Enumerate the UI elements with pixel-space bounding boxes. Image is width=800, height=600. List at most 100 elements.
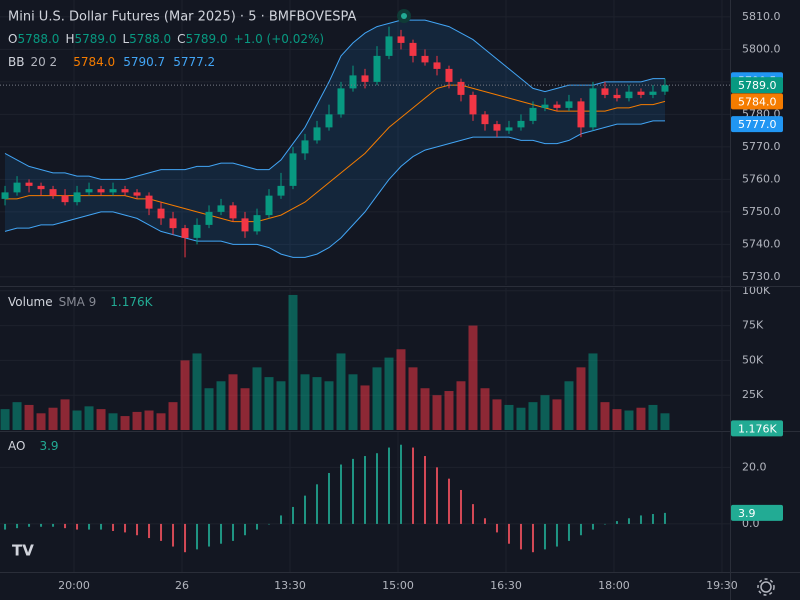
ao-bar <box>40 523 43 527</box>
ao-bar <box>579 523 582 536</box>
ao-bar <box>399 444 402 524</box>
ao-bar <box>220 523 223 544</box>
candle-body <box>385 36 393 56</box>
volume-bar <box>252 367 262 430</box>
ao-bar <box>292 506 295 524</box>
candle-body <box>325 114 333 128</box>
volume-bar <box>600 402 610 430</box>
value-tag-label: 1.176K <box>738 422 777 435</box>
candle-body <box>73 192 81 203</box>
candle-body <box>373 55 381 82</box>
ao-bar <box>543 523 546 550</box>
x-tick-label: 18:00 <box>598 579 630 592</box>
ao-bar <box>28 523 31 527</box>
volume-bar <box>312 377 322 430</box>
candle-body <box>589 88 597 128</box>
ao-bar <box>304 495 307 524</box>
volume-bar <box>300 374 310 430</box>
candle-body <box>601 88 609 95</box>
ao-bar <box>172 523 175 547</box>
ao-bar <box>519 523 522 550</box>
x-tick-label: 19:30 <box>706 579 738 592</box>
ao-bar <box>639 515 642 524</box>
candle-body <box>49 189 57 196</box>
ao-bar <box>375 453 378 524</box>
settings-gear[interactable] <box>757 578 775 596</box>
volume-bar <box>0 409 10 430</box>
ao-bar <box>531 523 534 553</box>
price-tag-label: 5784.0 <box>738 95 777 108</box>
ao-bar <box>423 456 426 524</box>
bb-upper <box>4 19 665 180</box>
candle-body <box>133 192 141 196</box>
candle-body <box>265 195 273 216</box>
value-tag <box>731 420 783 437</box>
value-tag-label: 3.9 <box>738 507 756 520</box>
volume-bar <box>456 381 466 430</box>
volume-bar <box>348 374 358 430</box>
candle-body <box>121 189 129 193</box>
volume-bar <box>624 410 634 430</box>
candle-body <box>289 153 297 186</box>
ao-bar <box>352 458 355 524</box>
candle-body <box>13 182 21 193</box>
ao-bar <box>316 484 319 524</box>
candle-body <box>457 81 465 95</box>
volume-bar <box>60 399 70 430</box>
volume-bar <box>156 413 166 430</box>
ao-bar <box>483 518 486 524</box>
volume-bar <box>36 413 46 430</box>
candle-body <box>313 127 321 141</box>
volume-bar <box>516 407 526 430</box>
ao-bar <box>591 523 594 530</box>
y-tick-label: 50K <box>742 353 764 366</box>
volume-bar <box>360 385 370 430</box>
ao-bar <box>64 523 67 529</box>
price-tag-label: 5777.0 <box>738 118 777 131</box>
ao-bar <box>184 523 187 553</box>
ao-bar <box>268 523 271 525</box>
chart-title: Mini U.S. Dollar Futures (Mar 2025) · 5 … <box>8 10 357 25</box>
volume-bar <box>168 402 178 430</box>
grid: 5730.05740.05750.05760.05770.05780.05790… <box>0 0 781 592</box>
ao-bar <box>76 523 79 530</box>
price-tag <box>731 116 783 133</box>
ao-bar <box>124 523 127 533</box>
ao-bar <box>447 478 450 524</box>
volume-bar <box>48 407 58 430</box>
candle-body <box>205 211 213 225</box>
ao-legend: AO 3.9 <box>8 439 59 453</box>
ao-bar <box>603 523 606 525</box>
market-status-dot <box>401 13 407 19</box>
ao-bar <box>4 523 7 530</box>
price-tag <box>731 93 783 110</box>
candle-body <box>241 218 249 232</box>
y-tick-label: 5750.0 <box>742 205 781 218</box>
ao-bar <box>651 514 654 524</box>
ao-bar <box>555 523 558 547</box>
volume-bar <box>336 353 346 430</box>
volume-bar <box>480 388 490 430</box>
volume-bar <box>96 409 106 430</box>
candle-body <box>397 36 405 43</box>
candle-body <box>637 91 645 95</box>
y-tick-label: 20.0 <box>742 460 767 473</box>
y-tick-label: 5740.0 <box>742 237 781 250</box>
bb-basis <box>5 84 666 223</box>
volume-bar <box>408 367 418 430</box>
volume-bar <box>204 388 214 430</box>
y-tick-label: 75K <box>742 319 764 332</box>
candle-body <box>445 68 453 82</box>
volume-bar <box>228 374 238 430</box>
x-tick-label: 13:30 <box>274 579 306 592</box>
ao-bar <box>328 473 331 524</box>
volume-bar <box>636 407 646 430</box>
ohlc-legend: O5788.0 H5789.0 L5788.0 C5789.0 +1.0 (+0.02%… <box>8 32 324 46</box>
candle-body <box>157 208 165 219</box>
candle-body <box>277 185 285 196</box>
ao-bar <box>160 523 163 541</box>
candle-body <box>37 185 45 190</box>
volume-bar <box>288 294 298 430</box>
ao-bar <box>663 512 666 524</box>
candle-body <box>553 104 561 108</box>
